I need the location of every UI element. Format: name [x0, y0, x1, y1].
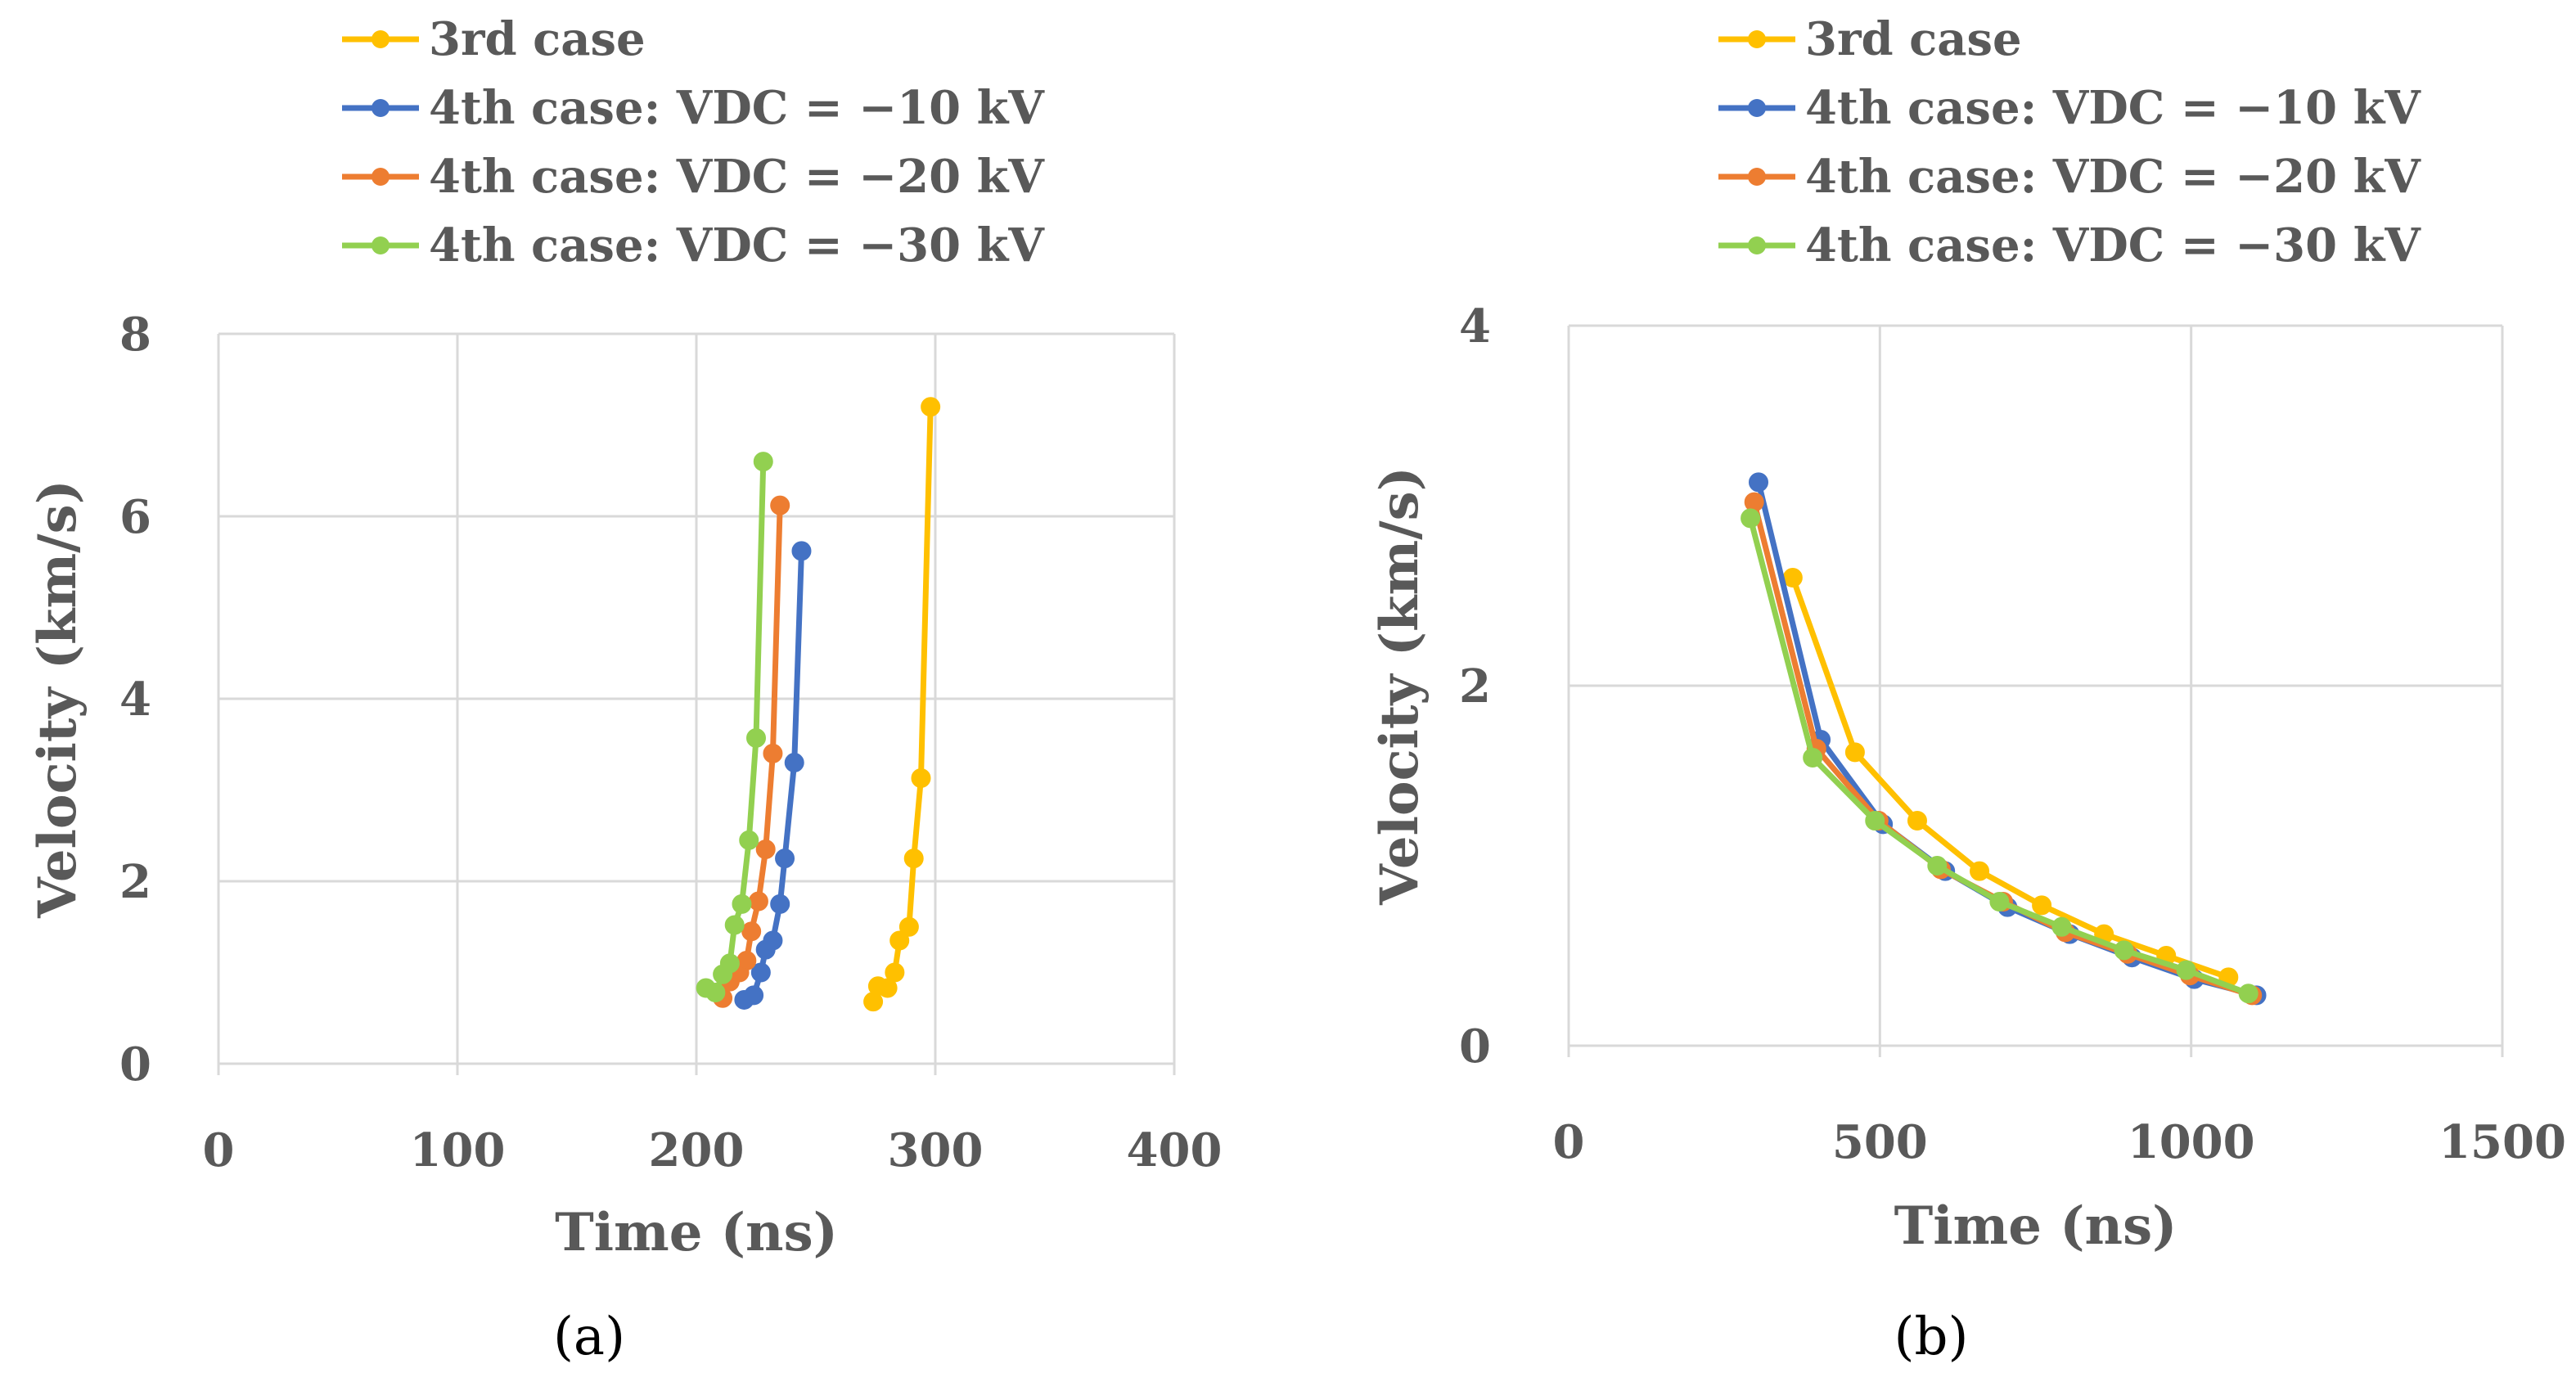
data-point	[903, 849, 924, 869]
panel-label: (b)	[1894, 1307, 1969, 1367]
y-tick-label: 2	[119, 855, 151, 909]
y-tick-label: 2	[1459, 659, 1491, 714]
data-point	[1865, 811, 1885, 831]
y-axis-title: Velocity (km/s)	[1369, 466, 1430, 906]
legend-marker	[1748, 99, 1766, 117]
data-point	[1749, 472, 1769, 493]
data-point	[885, 962, 905, 983]
x-tick-label: 400	[1127, 1123, 1223, 1177]
data-point	[1989, 892, 2010, 912]
data-point	[921, 397, 941, 417]
data-point	[1844, 742, 1865, 763]
x-tick-label: 1500	[2439, 1115, 2566, 1169]
data-point	[739, 830, 759, 850]
data-point	[719, 953, 740, 974]
x-axis-title: Time (ns)	[555, 1202, 838, 1263]
data-point	[1744, 492, 1764, 512]
data-point	[736, 951, 757, 971]
data-point	[898, 916, 919, 937]
data-point	[724, 915, 745, 935]
y-tick-label: 6	[119, 490, 151, 544]
legend-label: 4th case: VDC = −30 kV	[429, 218, 1045, 272]
y-axis-title: Velocity (km/s)	[27, 479, 88, 919]
data-point	[705, 983, 726, 1003]
legend-marker	[1748, 236, 1766, 254]
data-point	[911, 768, 931, 789]
chart-panel-a: 0 2 4 6 8 0 100 200 300 400 Time (ns) Velocity (km/…	[27, 12, 1222, 1367]
y-tick-label: 4	[1459, 299, 1491, 353]
data-point	[750, 962, 771, 983]
data-point	[1803, 748, 1823, 768]
y-tick-label: 8	[119, 308, 151, 362]
data-point	[1927, 856, 1948, 876]
y-tick-label: 0	[1459, 1020, 1491, 1074]
y-tick-label: 0	[119, 1038, 151, 1092]
data-point	[748, 891, 768, 912]
data-point	[2032, 895, 2052, 916]
data-point	[889, 930, 910, 951]
data-point	[2114, 940, 2134, 961]
x-axis-title: Time (ns)	[1894, 1195, 2177, 1257]
legend-marker	[1748, 30, 1766, 48]
legend-label: 3rd case	[1805, 12, 2022, 66]
legend-marker	[372, 236, 390, 254]
data-point	[741, 921, 762, 942]
series-line	[1790, 576, 2230, 980]
legend-label: 4th case: VDC = −20 kV	[1805, 150, 2421, 204]
chart-panel-b: 0 2 4 0 500 1000 1500 Time (ns) Velocity (km/s) (…	[1369, 12, 2566, 1367]
legend-label: 3rd case	[429, 12, 646, 66]
legend-marker	[372, 30, 390, 48]
data-point	[2176, 960, 2196, 980]
legend-label: 4th case: VDC = −10 kV	[429, 81, 1045, 135]
data-point	[744, 985, 764, 1006]
legend-marker	[372, 168, 390, 186]
data-point	[746, 727, 766, 748]
data-point	[1907, 811, 1927, 831]
legend-marker	[1748, 168, 1766, 186]
x-tick-label: 100	[410, 1123, 506, 1177]
data-point	[775, 849, 795, 869]
data-point	[2238, 984, 2259, 1004]
data-point	[770, 495, 790, 515]
data-point	[755, 839, 776, 859]
legend-label: 4th case: VDC = −10 kV	[1805, 81, 2421, 135]
x-tick-label: 300	[888, 1123, 984, 1177]
data-point	[2051, 916, 2072, 937]
data-point	[784, 753, 804, 773]
legend-marker	[372, 99, 390, 117]
data-point	[1970, 861, 1990, 881]
data-point	[1782, 568, 1803, 587]
x-tick-label: 0	[1553, 1115, 1585, 1169]
data-point	[791, 541, 812, 561]
data-point	[732, 894, 752, 914]
data-point	[770, 894, 790, 914]
x-tick-label: 1000	[2128, 1115, 2255, 1169]
legend-label: 4th case: VDC = −20 kV	[429, 150, 1045, 204]
y-tick-label: 4	[119, 673, 151, 727]
x-tick-label: 500	[1832, 1115, 1928, 1169]
x-tick-label: 200	[649, 1123, 745, 1177]
data-point	[753, 452, 773, 472]
data-point	[763, 743, 783, 763]
x-tick-label: 0	[203, 1123, 235, 1177]
data-point	[1741, 508, 1761, 529]
data-point	[763, 930, 783, 951]
panel-label: (a)	[553, 1307, 625, 1367]
legend-label: 4th case: VDC = −30 kV	[1805, 218, 2421, 272]
